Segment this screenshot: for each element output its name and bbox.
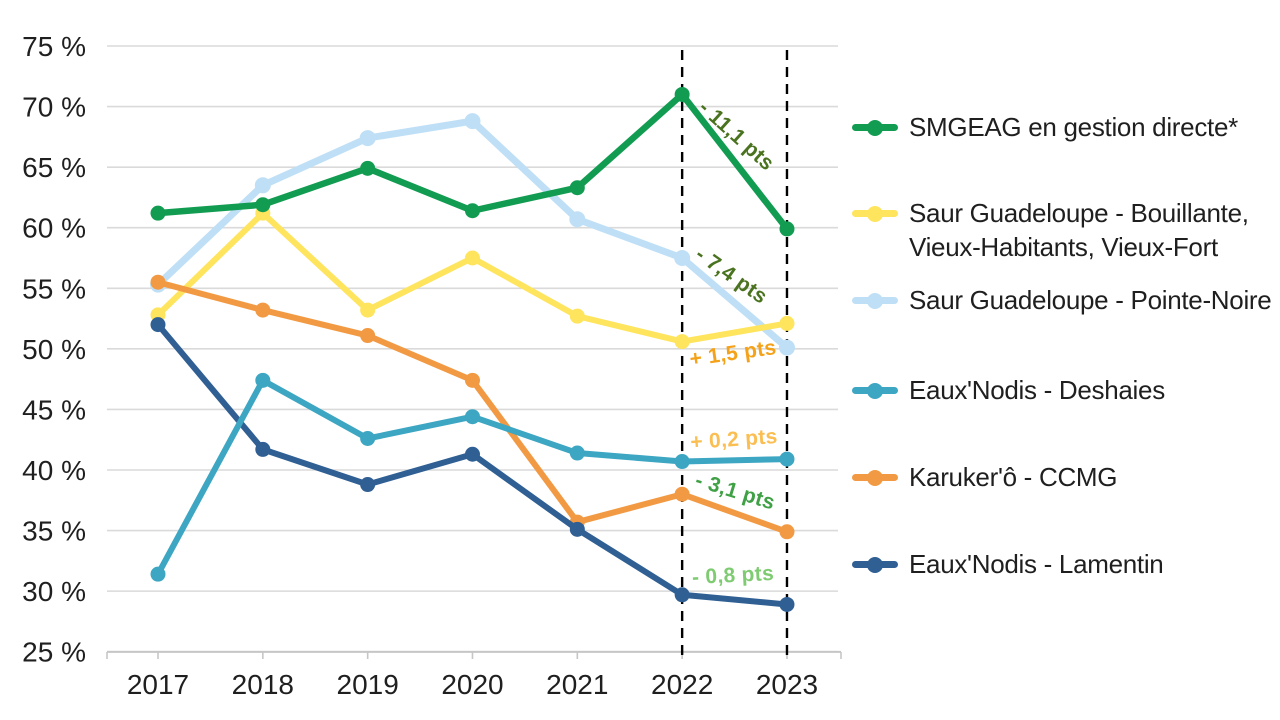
data-point [464,409,480,425]
data-point [569,308,585,324]
data-point [360,302,376,318]
x-axis-labels: 2017 2018 2019 2020 2021 2022 2023 [127,669,818,700]
data-point [360,477,376,493]
y-axis-labels: 75 % 70 % 65 % 60 % 55 % 50 % 45 % 40 % 35 % 30 %… [22,31,86,668]
y-tick-label: 30 % [22,576,86,607]
x-tick-label: 2021 [546,669,608,700]
series-line [155,210,790,345]
y-tick-label: 25 % [22,637,86,668]
data-point [255,372,271,388]
series-line [155,279,790,535]
data-point [255,302,271,318]
data-point [360,328,376,344]
data-point [360,430,376,446]
y-tick-label: 60 % [22,213,86,244]
data-point [150,205,166,221]
annotation-label: - 0,8 pts [691,561,775,590]
y-tick-label: 35 % [22,516,86,547]
y-tick-label: 40 % [22,455,86,486]
data-point [254,177,271,194]
x-tick-label: 2022 [651,669,713,700]
data-point [150,566,166,582]
data-point [464,250,480,266]
data-point [778,339,795,356]
data-point [569,211,586,228]
x-tick-label: 2023 [756,669,818,700]
data-point [779,315,795,331]
x-tick-label: 2017 [127,669,189,700]
data-point [779,524,795,540]
y-tick-label: 55 % [22,273,86,304]
data-point [779,221,795,237]
data-point [569,180,585,196]
data-point [569,445,585,461]
y-tick-label: 75 % [22,31,86,62]
x-tick-label: 2018 [232,669,294,700]
data-point [464,446,480,462]
data-point [150,274,166,290]
x-tick-label: 2019 [337,669,399,700]
series-3 [150,372,795,582]
data-point [150,317,166,333]
y-tick-label: 70 % [22,92,86,123]
data-point [779,596,795,612]
dashed-year-guides [680,50,789,662]
data-point [569,521,585,537]
data-point [255,197,271,213]
data-series [150,86,795,612]
data-point [779,451,795,467]
x-tick-label: 2020 [441,669,503,700]
series-0 [150,86,795,237]
data-point [255,441,271,457]
data-point [674,486,690,502]
x-axis [106,650,842,659]
data-point [674,249,691,266]
data-point [674,587,690,603]
series-5 [150,317,795,612]
data-point [360,160,376,176]
data-point [674,86,690,102]
y-tick-label: 45 % [22,394,86,425]
data-point [464,372,480,388]
series-line [154,117,791,352]
data-point [464,203,480,219]
data-point [464,113,481,130]
data-point [674,334,690,350]
y-tick-label: 50 % [22,334,86,365]
data-point [359,130,376,147]
y-tick-label: 65 % [22,152,86,183]
series-2 [150,113,795,356]
data-point [674,454,690,470]
